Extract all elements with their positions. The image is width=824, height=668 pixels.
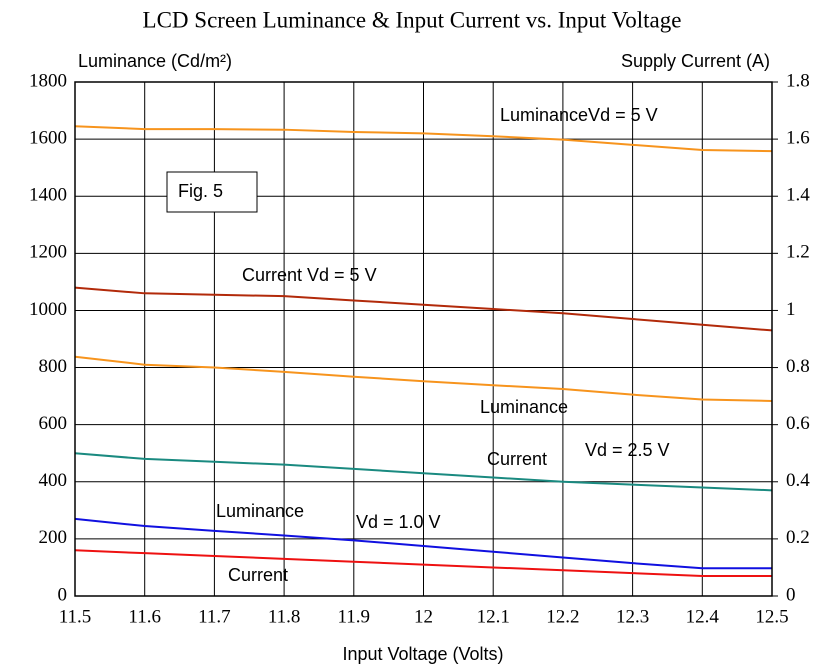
fig-box bbox=[166, 171, 258, 213]
x-tick-label: 11.5 bbox=[59, 606, 92, 627]
y2-tick-label: 1.6 bbox=[786, 127, 810, 148]
annotation: Fig. 5 bbox=[178, 181, 223, 201]
y2-tick-label: 0.4 bbox=[786, 470, 810, 491]
y-tick-label: 1600 bbox=[29, 127, 67, 148]
y-tick-label: 1200 bbox=[29, 242, 67, 263]
series-line bbox=[74, 549, 772, 578]
y-axis-label: Luminance (Cd/m²) bbox=[78, 51, 232, 71]
x-tick-label: 11.8 bbox=[268, 606, 301, 627]
chart-title: LCD Screen Luminance & Input Current vs.… bbox=[143, 7, 682, 32]
y-tick-label: 600 bbox=[39, 413, 68, 434]
series-line bbox=[74, 452, 773, 492]
lines bbox=[74, 125, 773, 578]
x-tick-label: 11.9 bbox=[338, 606, 371, 627]
y2-tick-label: 0 bbox=[786, 584, 796, 605]
annotation: Vd = 2.5 V bbox=[585, 440, 670, 460]
y-tick-label: 800 bbox=[39, 356, 68, 377]
y-tick-label: 1800 bbox=[29, 70, 67, 91]
y-tick-label: 1400 bbox=[29, 185, 67, 206]
x-tick-label: 11.6 bbox=[128, 606, 161, 627]
x-tick-label: 11.7 bbox=[198, 606, 231, 627]
y2-tick-label: 1 bbox=[786, 299, 796, 320]
series-line bbox=[74, 125, 773, 153]
y2-tick-label: 1.4 bbox=[786, 185, 810, 206]
annotation: Luminance bbox=[480, 397, 568, 417]
x-tick-label: 12.1 bbox=[477, 606, 510, 627]
y2-tick-label: 1.8 bbox=[786, 70, 810, 91]
y2-tick-label: 1.2 bbox=[786, 242, 810, 263]
x-tick-label: 12.5 bbox=[755, 606, 788, 627]
annotation: LuminanceVd = 5 V bbox=[500, 105, 658, 125]
x-tick-label: 12.2 bbox=[546, 606, 579, 627]
y-tick-label: 400 bbox=[39, 470, 68, 491]
x-tick-label: 12 bbox=[414, 606, 433, 627]
y2-axis-label: Supply Current (A) bbox=[621, 51, 770, 71]
annotation: Current Vd = 5 V bbox=[242, 265, 377, 285]
annotation: Current bbox=[487, 449, 547, 469]
series-line bbox=[74, 286, 773, 332]
plot-frame bbox=[74, 81, 773, 597]
x-tick-label: 12.3 bbox=[616, 606, 649, 627]
annotation: Luminance bbox=[216, 501, 304, 521]
x-axis-label: Input Voltage (Volts) bbox=[342, 644, 503, 664]
y-tick-label: 200 bbox=[39, 527, 68, 548]
series-line bbox=[74, 355, 773, 402]
y-tick-label: 0 bbox=[58, 584, 68, 605]
y2-tick-label: 0.8 bbox=[786, 356, 810, 377]
annotation: Vd = 1.0 V bbox=[356, 512, 441, 532]
annotation: Current bbox=[228, 565, 288, 585]
y2-tick-label: 0.2 bbox=[786, 527, 810, 548]
y2-tick-label: 0.6 bbox=[786, 413, 810, 434]
series-line bbox=[74, 517, 772, 570]
y-tick-label: 1000 bbox=[29, 299, 67, 320]
x-tick-label: 12.4 bbox=[686, 606, 720, 627]
